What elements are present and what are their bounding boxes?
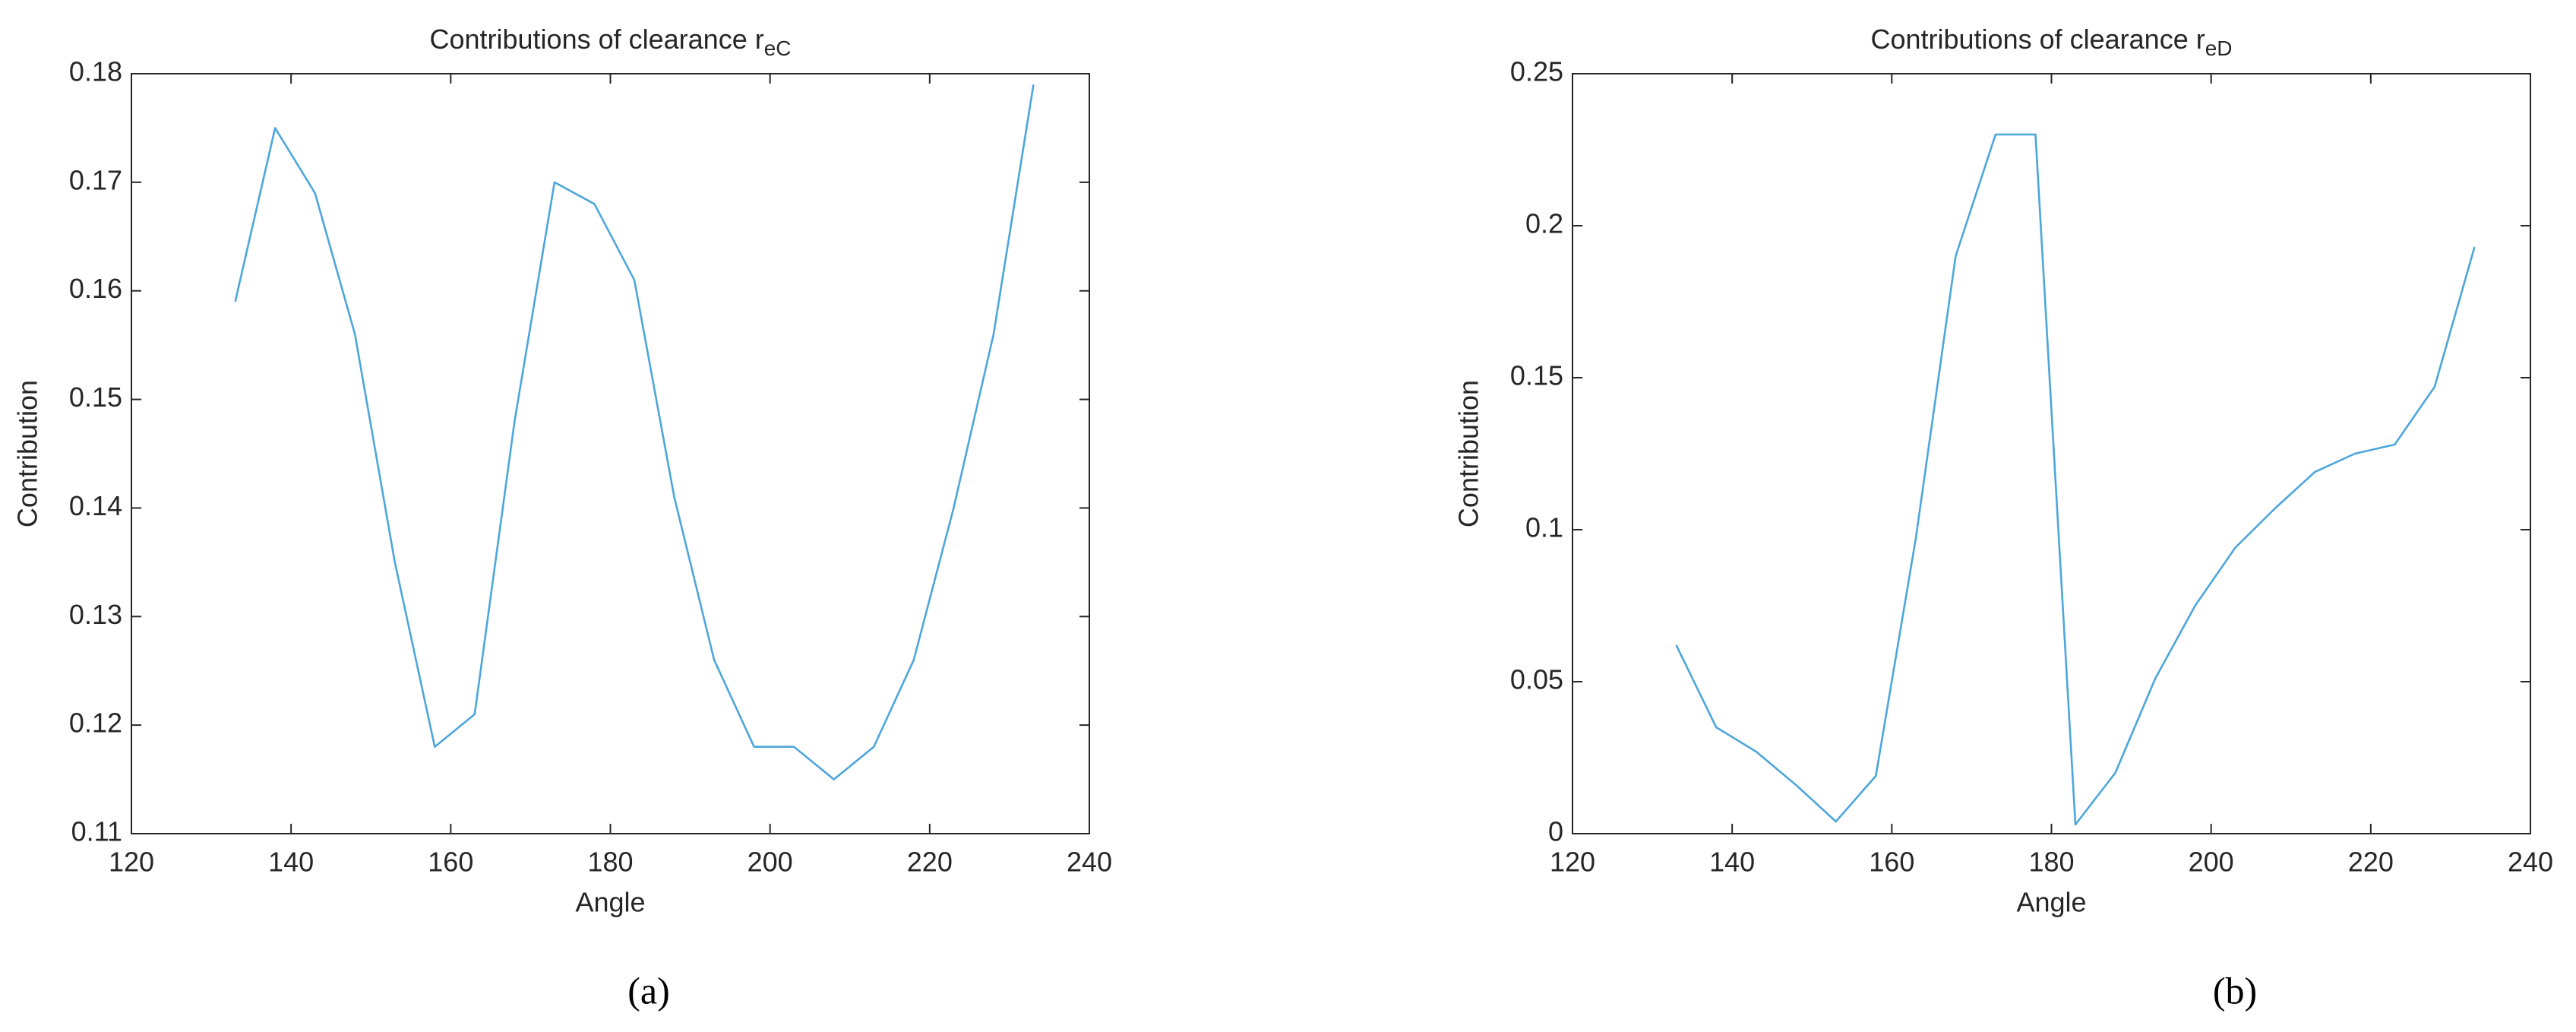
- x-tick-label: 240: [2508, 847, 2553, 878]
- y-tick-label: 0.15: [69, 381, 122, 413]
- x-tick-label: 120: [109, 847, 154, 878]
- caption: (a): [627, 969, 670, 1011]
- x-tick-label: 180: [587, 847, 633, 878]
- y-tick-label: 0.15: [1510, 360, 1563, 391]
- x-tick-label: 160: [428, 847, 473, 878]
- x-tick-label: 240: [1067, 847, 1112, 878]
- y-axis-label: Contribution: [1453, 380, 1484, 527]
- axes-box: [131, 73, 1090, 834]
- y-tick-label: 0.14: [69, 490, 122, 521]
- x-tick-label: 220: [907, 847, 953, 878]
- chart-title: Contributions of clearance reD: [1870, 24, 2232, 61]
- y-tick-label: 0.25: [1510, 56, 1563, 87]
- title-subscript: eD: [2205, 36, 2233, 60]
- axes-box: [1572, 73, 2531, 834]
- x-axis-label: Angle: [575, 887, 645, 918]
- x-tick-label: 220: [2348, 847, 2394, 878]
- y-tick-label: 0.11: [71, 816, 122, 847]
- title-subscript: eC: [764, 36, 792, 60]
- x-tick-label: 140: [1709, 847, 1755, 878]
- x-tick-label: 200: [748, 847, 793, 878]
- y-axis-label: Contribution: [12, 380, 43, 527]
- x-axis-label: Angle: [2016, 887, 2086, 918]
- y-tick-label: 0.05: [1510, 664, 1563, 695]
- x-tick-label: 120: [1550, 847, 1595, 878]
- x-tick-label: 180: [2028, 847, 2074, 878]
- x-tick-label: 160: [1869, 847, 1914, 878]
- y-tick-label: 0.17: [69, 164, 122, 195]
- data-line: [234, 84, 1035, 780]
- caption: (b): [2213, 969, 2257, 1011]
- x-tick-label: 140: [268, 847, 314, 878]
- chart-title: Contributions of clearance reC: [429, 24, 791, 61]
- title-text: Contributions of clearance r: [429, 24, 763, 55]
- y-tick-label: 0.2: [1525, 208, 1563, 239]
- y-tick-label: 0.16: [69, 273, 122, 304]
- data-line: [1675, 133, 2476, 826]
- y-tick-label: 0: [1548, 816, 1563, 847]
- y-tick-label: 0.1: [1525, 512, 1563, 543]
- y-tick-label: 0.13: [69, 599, 122, 630]
- x-tick-label: 200: [2189, 847, 2234, 878]
- title-text: Contributions of clearance r: [1870, 24, 2205, 55]
- y-tick-label: 0.18: [69, 56, 122, 87]
- y-tick-label: 0.12: [69, 708, 122, 739]
